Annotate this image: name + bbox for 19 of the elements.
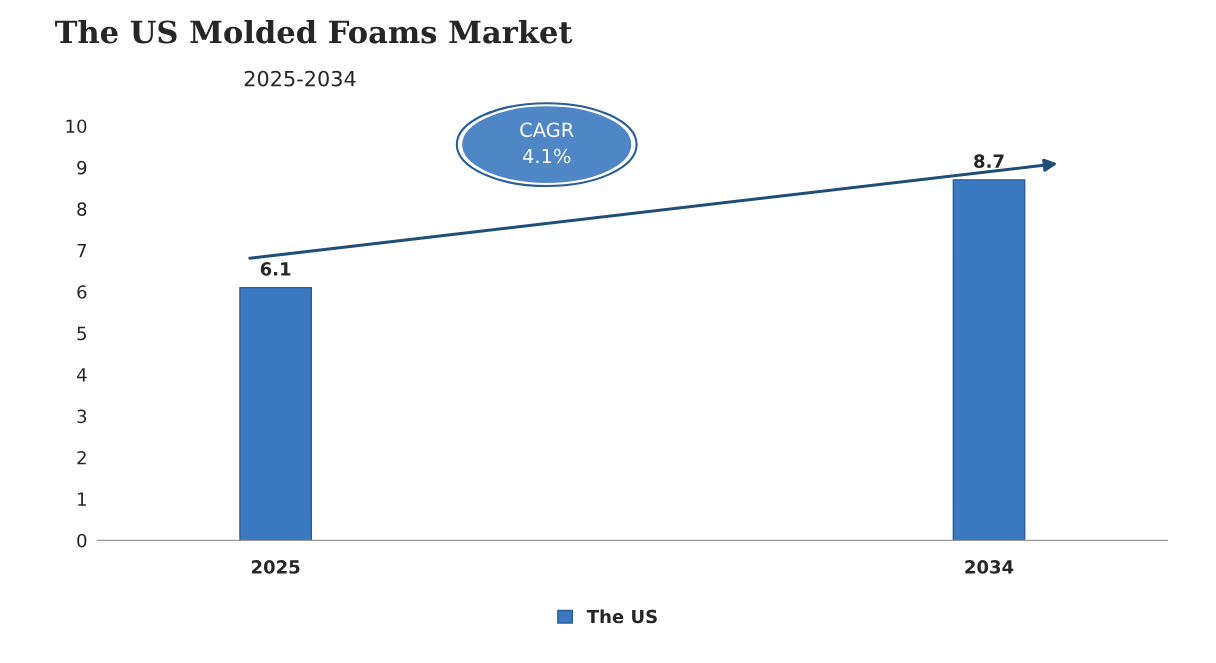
y-tick-label: 4 bbox=[76, 368, 87, 382]
y-tick-label: 5 bbox=[77, 326, 86, 341]
x-tick-label: 2025 bbox=[251, 560, 300, 574]
y-tick-label: 9 bbox=[77, 160, 87, 175]
y-tick-label: 3 bbox=[77, 409, 87, 424]
y-tick-label: 7 bbox=[77, 243, 87, 258]
y-tick-label: 1 bbox=[78, 492, 86, 506]
data-label: 6.1 bbox=[260, 262, 291, 276]
y-tick-label: 6 bbox=[77, 285, 87, 299]
chart-title: The US Molded Foams Market bbox=[55, 19, 573, 44]
y-tick-label: 10 bbox=[66, 119, 87, 134]
data-label: 8.7 bbox=[974, 154, 1004, 169]
y-tick-label: 2 bbox=[77, 450, 86, 465]
legend-label: The US bbox=[586, 609, 657, 624]
annotation: CAGR 4.1% bbox=[520, 122, 574, 164]
x-tick-label: 2034 bbox=[965, 560, 1014, 574]
y-tick-label: 0 bbox=[77, 533, 87, 548]
y-tick-label: 8 bbox=[77, 202, 87, 216]
chart-subtitle: 2025-2034 bbox=[244, 70, 356, 87]
